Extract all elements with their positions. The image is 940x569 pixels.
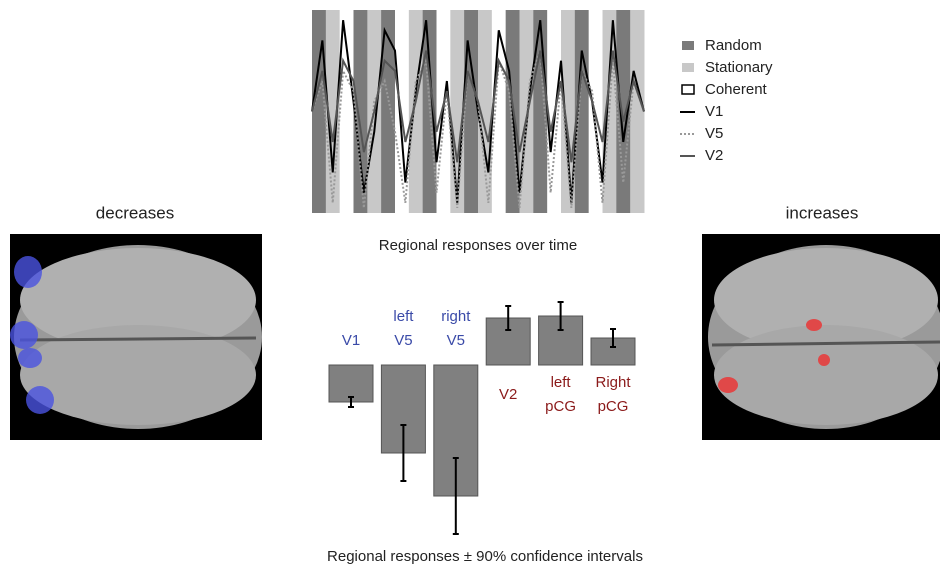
condition-block (409, 10, 423, 213)
label-line: left (551, 374, 572, 391)
condition-block (312, 10, 326, 213)
category-label: left V5 (393, 308, 414, 349)
right-title: increases (786, 203, 859, 222)
category-label: right V5 (441, 308, 471, 349)
legend-label: Coherent (705, 81, 768, 98)
label-line: pCG (545, 398, 576, 415)
condition-block (464, 10, 478, 213)
legend-label: Stationary (705, 59, 773, 76)
figure: decreases increases Regional responses o… (0, 0, 940, 569)
legend-swatch (682, 85, 694, 94)
label-line: V5 (394, 332, 412, 349)
legend-swatch (682, 63, 694, 72)
legend-label: V1 (705, 103, 723, 120)
label-line: V2 (499, 386, 517, 403)
label-line: Right (595, 374, 631, 391)
legend-label: Random (705, 37, 762, 54)
chart-title: Regional responses ± 90% confidence inte… (327, 548, 643, 565)
legend-label: V2 (705, 147, 723, 164)
category-label: Right pCG (595, 374, 631, 415)
brain-right (702, 234, 940, 440)
label-line: left (393, 308, 414, 325)
legend-label: V5 (705, 125, 723, 142)
label-line: V1 (342, 332, 360, 349)
label-line: pCG (598, 398, 629, 415)
left-title: decreases (96, 203, 174, 222)
condition-block (630, 10, 644, 213)
category-label: V2 (499, 386, 517, 403)
label-line: right (441, 308, 471, 325)
label-line: V5 (447, 332, 465, 349)
legend-swatch (682, 41, 694, 50)
brain-left (10, 234, 262, 440)
category-label: left pCG (545, 374, 576, 415)
chart-title: Regional responses over time (379, 237, 577, 254)
category-label: V1 (342, 332, 360, 349)
